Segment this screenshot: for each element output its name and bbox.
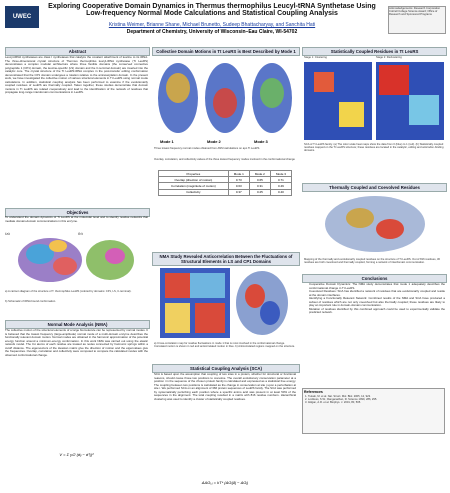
table-cell: Collectivity	[158, 188, 229, 196]
panel-label: Stage 2: Reclustering	[376, 56, 402, 59]
caption: SCA of Tt LeuRS family. (a) The color sc…	[304, 143, 444, 153]
caption: a) A cartoon diagram of the structure of…	[5, 290, 132, 293]
mode-label: Mode 3	[254, 139, 268, 144]
mode-figures	[158, 63, 292, 133]
objectives-text: To understand the domain dynamics of Tt …	[5, 216, 148, 223]
logo: UWEC	[5, 6, 39, 28]
note: Acknowledgements: Research Corporation C…	[388, 6, 446, 34]
table-cell: 0.25	[248, 188, 271, 196]
reference: 3. Atilgan, A.R. et al. Biophys. J. 2001…	[305, 401, 362, 405]
conclusion-item: Identifying a Functionally Relevant Netw…	[309, 296, 445, 308]
conclusion-item: Coevolved Residues: SCA has identified a…	[309, 289, 445, 297]
panel-label: Stage 1: Clustering	[304, 56, 327, 59]
equation: ΔΔGᵢ,ⱼ = kT* (ΔGᵢ|δj − ΔGᵢ)	[201, 480, 249, 485]
table-cell: 0.37	[227, 188, 250, 196]
caption: Three lowest frequency normal modes obta…	[154, 147, 261, 150]
panel-label: (b)	[78, 232, 83, 236]
section-heading: Objectives	[5, 208, 150, 217]
conclusion-item: Mutation of residues identified by this …	[309, 307, 445, 315]
conclusion-item: Cooperative Domain Dynamics: The NMA stu…	[309, 283, 445, 290]
caption: Mapping of the thermally and evolutionar…	[304, 258, 441, 265]
section-heading: Thermally Coupled and Coevolved Residues	[302, 183, 447, 192]
nma-text: The collective motion of the structural …	[5, 329, 148, 357]
panel-label: (a)	[5, 232, 10, 236]
section-heading: Statistical Coupling Analysis (SCA)	[152, 364, 300, 373]
section-heading: Conclusions	[302, 274, 447, 283]
section-heading: Normal Mode Analysis (NMA)	[5, 320, 150, 329]
section-heading: Statistically Coupled Residues in Tt Leu…	[302, 47, 447, 56]
affiliation: Department of Chemistry, University of W…	[126, 29, 298, 35]
references-box: References 1. Tukalo, M. et al. Nat. Str…	[302, 388, 445, 434]
table-cell: 0.40	[269, 188, 293, 196]
sca-heatmaps	[304, 62, 444, 140]
authors: Kristina Weimer, Brianne Shane, Michael …	[108, 22, 316, 28]
conclusion-list: Cooperative Domain Dynamics: The NMA stu…	[304, 283, 445, 315]
section-heading: NMA Study Revealed Anticorrelation Betwe…	[152, 252, 300, 266]
section-heading: Collective Domain Motions in Tt LeuRS is…	[152, 47, 300, 56]
mode-label: Mode 1	[160, 139, 174, 144]
coupled-figure	[325, 196, 425, 252]
caption: Overlap, correlation, and collectivity v…	[154, 158, 295, 161]
caption: b) Schematic of tRNA bound conformation.	[5, 300, 56, 303]
caption: a) Cross-correlation map for residue flu…	[154, 342, 296, 349]
references-heading: References	[304, 390, 323, 394]
table: Properties Mode 1 Mode 2 Mode 3 Overlap (di…	[158, 169, 293, 196]
sca-text: SCA is based upon the assumption that co…	[154, 373, 296, 401]
reference: 2. Lockless, S.W.; Ranganathan, R. Scien…	[305, 398, 378, 402]
correlation-figure	[160, 268, 288, 338]
equation: V = Σ γ/2 (dᵢⱼ − d⁰ᵢⱼ)²	[59, 452, 94, 457]
protein-figure	[18, 238, 134, 282]
section-heading: Abstract	[5, 47, 150, 56]
abstract-text: Leucyl-tRNA synthetases are class I synt…	[5, 56, 148, 94]
title: Exploring Cooperative Domain Dynamics in…	[48, 3, 376, 17]
mode-label: Mode 2	[207, 139, 221, 144]
reference: 1. Tukalo, M. et al. Nat. Struct. Mol. B…	[305, 395, 371, 398]
